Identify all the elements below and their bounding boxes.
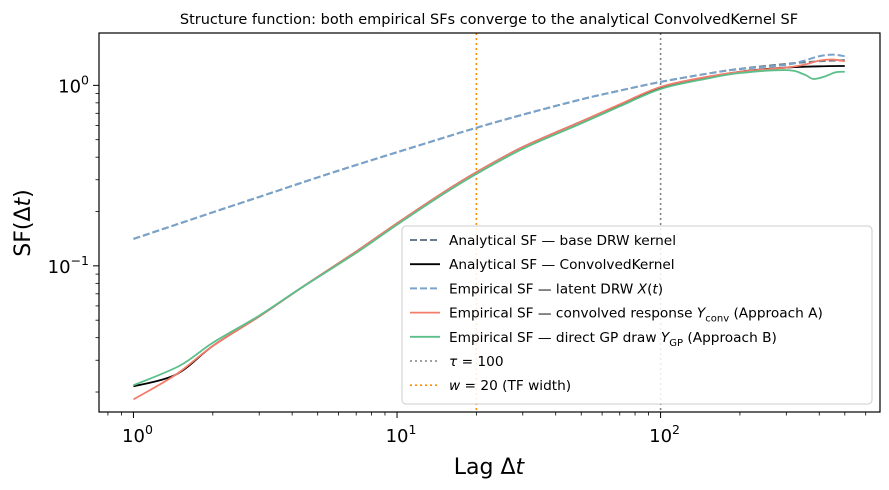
series-line-1	[133, 59, 845, 240]
x-tick-label: 102	[649, 422, 680, 447]
x-axis: 100 101 102	[107, 412, 867, 447]
legend-label: Empirical SF — convolved response Yconv …	[449, 306, 823, 325]
x-tick-label: 100	[122, 422, 153, 447]
y-axis: 10−1 100	[48, 72, 99, 393]
series-line-3	[133, 53, 845, 240]
legend-box	[401, 225, 873, 405]
y-tick-label: 100	[58, 72, 89, 97]
y-axis-label: SF(Δt)	[11, 189, 36, 257]
legend-label: Analytical SF — ConvolvedKernel	[449, 257, 675, 273]
plot-frame	[98, 32, 881, 413]
legend: Analytical SF — base DRW kernel Analytica…	[401, 225, 873, 405]
legend-label: Analytical SF — base DRW kernel	[449, 233, 676, 249]
series-line-5	[133, 69, 845, 387]
chart-title: Structure function: both empirical SFs c…	[180, 12, 798, 28]
legend-label: τ = 100	[449, 354, 504, 370]
plot-area	[133, 33, 845, 412]
x-axis-label: Lag Δt	[454, 455, 526, 480]
x-tick-label: 101	[386, 422, 417, 447]
legend-label: Empirical SF — direct GP draw YGP (Appro…	[449, 330, 777, 349]
y-tick-label: 10−1	[48, 253, 89, 278]
legend-label: w = 20 (TF width)	[449, 378, 571, 394]
legend-label: Empirical SF — latent DRW X(t)	[449, 281, 663, 297]
